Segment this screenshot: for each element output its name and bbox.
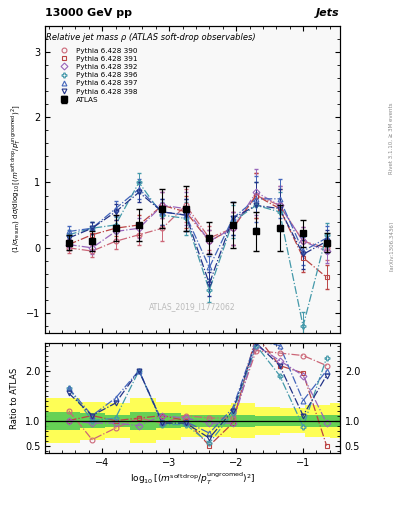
Line: Pythia 6.428 392: Pythia 6.428 392	[66, 190, 329, 253]
Pythia 6.428 390	[301, 238, 305, 244]
Text: Rivet 3.1.10, ≥ 3M events: Rivet 3.1.10, ≥ 3M events	[389, 102, 393, 174]
Pythia 6.428 390	[277, 202, 282, 208]
X-axis label: $\log_{10}[(m^{\mathrm{soft\,drop}}/p_T^{\mathrm{ungroomed}})^2]$: $\log_{10}[(m^{\mathrm{soft\,drop}}/p_T^…	[130, 471, 255, 487]
Pythia 6.428 391	[230, 225, 235, 231]
Y-axis label: Ratio to ATLAS: Ratio to ATLAS	[10, 368, 19, 429]
Line: Pythia 6.428 391: Pythia 6.428 391	[66, 193, 329, 280]
Pythia 6.428 392	[113, 228, 118, 234]
Text: [arXiv:1306.3436]: [arXiv:1306.3436]	[389, 221, 393, 271]
Pythia 6.428 391	[113, 225, 118, 231]
Pythia 6.428 390	[207, 235, 212, 241]
Pythia 6.428 391	[277, 205, 282, 211]
Pythia 6.428 390	[137, 232, 141, 238]
Pythia 6.428 391	[90, 232, 94, 238]
Pythia 6.428 397	[137, 186, 141, 192]
Pythia 6.428 391	[137, 222, 141, 228]
Pythia 6.428 390	[230, 225, 235, 231]
Pythia 6.428 392	[254, 189, 259, 196]
Pythia 6.428 396	[324, 232, 329, 238]
Pythia 6.428 397	[184, 212, 188, 218]
Legend: Pythia 6.428 390, Pythia 6.428 391, Pythia 6.428 392, Pythia 6.428 396, Pythia 6: Pythia 6.428 390, Pythia 6.428 391, Pyth…	[52, 45, 141, 106]
Pythia 6.428 398	[277, 205, 282, 211]
Pythia 6.428 398	[254, 202, 259, 208]
Pythia 6.428 397	[90, 225, 94, 231]
Pythia 6.428 390	[254, 193, 259, 199]
Pythia 6.428 396	[160, 212, 165, 218]
Pythia 6.428 398	[66, 235, 71, 241]
Pythia 6.428 390	[113, 238, 118, 244]
Pythia 6.428 397	[207, 264, 212, 270]
Pythia 6.428 398	[113, 209, 118, 215]
Pythia 6.428 392	[301, 238, 305, 244]
Pythia 6.428 396	[66, 232, 71, 238]
Pythia 6.428 397	[160, 209, 165, 215]
Pythia 6.428 390	[184, 202, 188, 208]
Pythia 6.428 396	[277, 209, 282, 215]
Pythia 6.428 398	[184, 212, 188, 218]
Pythia 6.428 391	[184, 209, 188, 215]
Pythia 6.428 392	[66, 242, 71, 248]
Pythia 6.428 396	[113, 222, 118, 228]
Text: Jets: Jets	[316, 8, 340, 18]
Pythia 6.428 392	[160, 202, 165, 208]
Pythia 6.428 391	[324, 274, 329, 280]
Pythia 6.428 392	[207, 238, 212, 244]
Pythia 6.428 390	[66, 245, 71, 251]
Pythia 6.428 392	[90, 245, 94, 251]
Pythia 6.428 392	[230, 225, 235, 231]
Pythia 6.428 392	[137, 225, 141, 231]
Pythia 6.428 396	[207, 287, 212, 293]
Pythia 6.428 391	[254, 193, 259, 199]
Pythia 6.428 397	[277, 196, 282, 202]
Pythia 6.428 398	[301, 251, 305, 258]
Pythia 6.428 392	[184, 205, 188, 211]
Pythia 6.428 396	[254, 202, 259, 208]
Pythia 6.428 390	[160, 225, 165, 231]
Pythia 6.428 397	[301, 248, 305, 254]
Pythia 6.428 398	[324, 238, 329, 244]
Pythia 6.428 397	[66, 228, 71, 234]
Pythia 6.428 390	[324, 245, 329, 251]
Pythia 6.428 396	[184, 216, 188, 222]
Y-axis label: $(1/\sigma_\mathrm{resum})\ \mathrm{d}\sigma/\mathrm{d}\log_{10}[(m^\mathrm{soft: $(1/\sigma_\mathrm{resum})\ \mathrm{d}\s…	[10, 105, 23, 253]
Line: Pythia 6.428 396: Pythia 6.428 396	[66, 180, 329, 329]
Text: Relative jet mass ρ (ATLAS soft-drop observables): Relative jet mass ρ (ATLAS soft-drop obs…	[46, 33, 256, 42]
Pythia 6.428 396	[137, 179, 141, 185]
Text: 13000 GeV pp: 13000 GeV pp	[45, 8, 132, 18]
Line: Pythia 6.428 390: Pythia 6.428 390	[66, 193, 329, 253]
Pythia 6.428 398	[230, 216, 235, 222]
Pythia 6.428 397	[254, 196, 259, 202]
Pythia 6.428 397	[324, 235, 329, 241]
Pythia 6.428 396	[90, 225, 94, 231]
Pythia 6.428 391	[66, 242, 71, 248]
Pythia 6.428 398	[137, 189, 141, 196]
Pythia 6.428 391	[207, 238, 212, 244]
Pythia 6.428 396	[230, 219, 235, 225]
Text: ATLAS_2019_I1772062: ATLAS_2019_I1772062	[149, 302, 236, 311]
Pythia 6.428 391	[160, 202, 165, 208]
Pythia 6.428 390	[90, 248, 94, 254]
Pythia 6.428 392	[277, 202, 282, 208]
Pythia 6.428 398	[207, 281, 212, 287]
Pythia 6.428 398	[90, 225, 94, 231]
Line: Pythia 6.428 398: Pythia 6.428 398	[66, 190, 329, 286]
Pythia 6.428 397	[113, 205, 118, 211]
Pythia 6.428 391	[301, 254, 305, 261]
Pythia 6.428 398	[160, 209, 165, 215]
Pythia 6.428 392	[324, 248, 329, 254]
Pythia 6.428 397	[230, 216, 235, 222]
Line: Pythia 6.428 397: Pythia 6.428 397	[66, 186, 329, 270]
Pythia 6.428 396	[301, 323, 305, 329]
